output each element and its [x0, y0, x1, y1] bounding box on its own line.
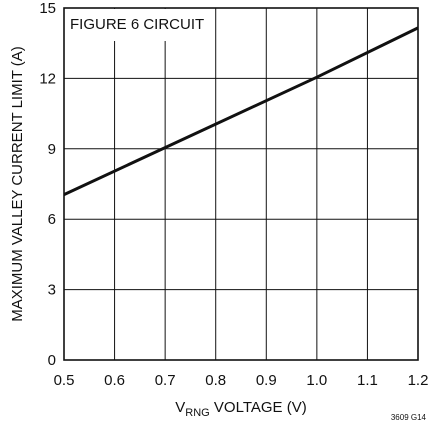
- x-tick-label: 0.5: [54, 372, 75, 389]
- x-axis-label-sub: RNG: [185, 407, 209, 419]
- x-axis-label-rest: VOLTAGE (V): [210, 399, 307, 416]
- y-tick-label: 12: [39, 70, 56, 87]
- x-tick-label: 0.9: [256, 372, 277, 389]
- y-tick-label: 15: [39, 0, 56, 17]
- series-line: [63, 26, 419, 196]
- y-tick-label: 6: [48, 211, 56, 228]
- y-tick-label: 3: [48, 282, 56, 299]
- x-tick-labels: 0.5 0.6 0.7 0.8 0.9 1.0 1.1 1.2: [54, 372, 429, 389]
- figure-code: 3609 G14: [391, 413, 427, 421]
- x-axis-label: VRNG VOLTAGE (V): [175, 399, 306, 419]
- annotation-label: FIGURE 6 CIRCUIT: [70, 16, 204, 33]
- annotation-box: [65, 9, 213, 41]
- y-axis-label: MAXIMUM VALLEY CURRENT LIMIT (A): [9, 46, 26, 322]
- x-tick-label: 0.7: [155, 372, 176, 389]
- x-tick-label: 1.1: [357, 372, 378, 389]
- x-tick-label: 0.8: [205, 372, 226, 389]
- x-tick-label: 0.6: [104, 372, 125, 389]
- y-tick-labels: 0 3 6 9 12 15: [39, 0, 56, 369]
- grid: [63, 7, 419, 361]
- x-tick-label: 1.2: [408, 372, 429, 389]
- x-tick-label: 1.0: [306, 372, 327, 389]
- x-axis-label-main: V: [175, 399, 185, 416]
- y-tick-label: 9: [48, 141, 56, 158]
- plot-frame: [63, 7, 419, 361]
- y-tick-label: 0: [48, 352, 56, 369]
- series-group: [63, 26, 419, 196]
